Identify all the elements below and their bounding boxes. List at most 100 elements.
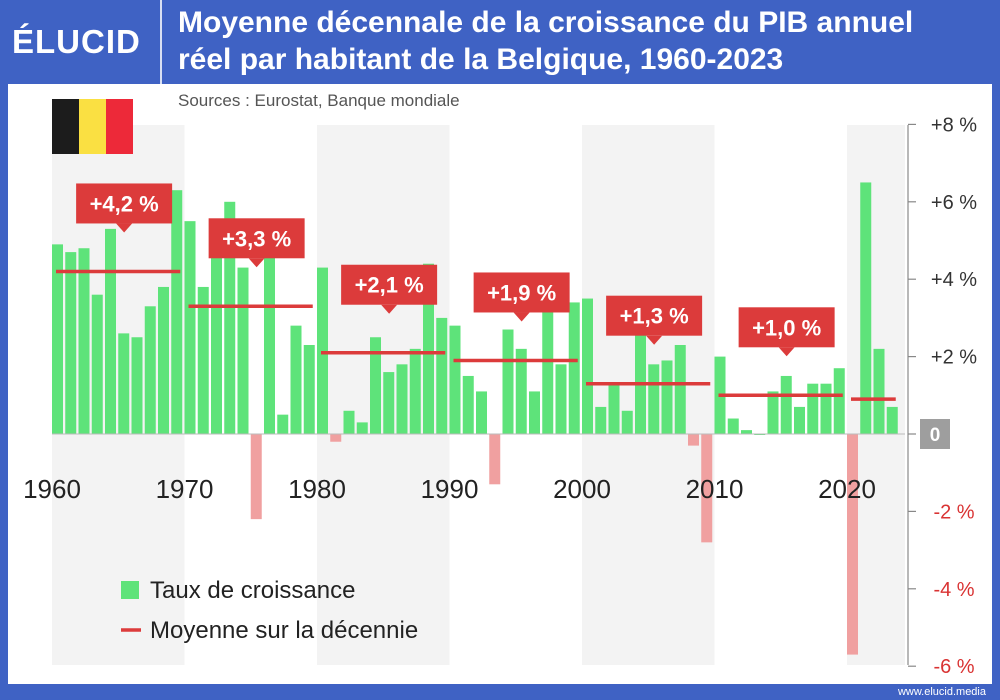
bar-1998 [555, 364, 567, 434]
header-divider [160, 0, 162, 84]
bar-1985 [383, 372, 395, 434]
bar-1968 [158, 286, 169, 434]
y-tick-label: +2 % [931, 347, 977, 369]
y-tick-label: +8 % [931, 114, 977, 136]
bar-1989 [436, 317, 448, 434]
bar-1999 [568, 302, 580, 434]
bar-1972 [211, 248, 222, 434]
decade-average-labels: +4,2 % +3,3 % +2,1 % +1,9 % +1,3 % +1,0 % [76, 183, 835, 357]
bar-1964 [105, 228, 116, 434]
y-tick-label: +6 % [931, 192, 977, 214]
bar-1980 [317, 267, 328, 434]
avg-label-1960: +4,2 % [90, 191, 159, 216]
bar-1995 [515, 348, 527, 434]
bar-1994 [502, 329, 514, 434]
avg-label-1990: +1,9 % [487, 280, 556, 305]
bar-1969 [171, 190, 183, 434]
bar-2016 [794, 406, 805, 434]
belgium-flag-icon [52, 99, 133, 154]
bar-2022 [873, 348, 885, 434]
avg-label-box-1960 [76, 183, 173, 224]
bar-1965 [118, 333, 130, 434]
legend-swatch-bar [121, 581, 139, 599]
x-tick-label: 1970 [156, 474, 214, 504]
bar-1971 [197, 286, 209, 434]
bar-1987 [409, 348, 421, 434]
avg-label-2000: +1,3 % [620, 304, 689, 329]
x-tick-label: 1990 [421, 474, 479, 504]
bar-2006 [661, 360, 673, 434]
bar-1986 [396, 364, 408, 434]
bar-2014 [767, 391, 779, 434]
bar-1993 [489, 434, 501, 485]
bar-2015 [780, 375, 792, 434]
bar-1984 [370, 337, 381, 434]
bar-2019 [833, 368, 845, 434]
avg-label-box-1980 [341, 264, 438, 305]
legend-item-label: Moyenne sur la décennie [150, 617, 418, 644]
y-tick-label: +4 % [931, 269, 977, 291]
bar-series [52, 182, 898, 655]
source-note: Sources : Eurostat, Banque mondiale [178, 91, 460, 110]
decade-average-lines [56, 269, 896, 401]
bar-2017 [807, 383, 819, 434]
bar-1975 [250, 434, 262, 520]
title-line-1: Moyenne décennale de la croissance du PI… [178, 6, 914, 39]
bar-2011 [727, 418, 739, 434]
bar-1976 [264, 225, 275, 434]
y-axis-ticks: +8 % +6 % +4 % +2 % 0 -2 % -4 % -6 % [908, 114, 977, 678]
avg-label-box-2000 [606, 295, 703, 336]
avg-label-pointer [116, 223, 133, 233]
bar-1977 [277, 414, 289, 434]
bar-2009 [701, 434, 713, 543]
header: ÉLUCID Moyenne décennale de la croissanc… [0, 0, 1000, 84]
bar-1967 [144, 306, 156, 434]
elucid-logo: ÉLUCID [12, 23, 141, 60]
x-tick-label: 1960 [23, 474, 81, 504]
avg-label-pointer [646, 335, 663, 345]
bar-2012 [741, 430, 752, 434]
y-tick-label: 0 [930, 425, 941, 446]
avg-label-2010: +1,0 % [752, 315, 821, 340]
bar-1981 [330, 434, 342, 442]
avg-label-box-1970 [208, 218, 305, 259]
bar-2023 [886, 406, 898, 434]
x-axis-ticks: 1960 1970 1980 1990 2000 2010 2020 [23, 474, 876, 504]
y-tick-label: -6 % [933, 656, 974, 678]
bar-1978 [290, 325, 302, 434]
bar-2021 [860, 182, 872, 434]
footer-url[interactable]: www.elucid.media [897, 686, 986, 698]
x-tick-label: 2010 [686, 474, 744, 504]
bar-1996 [529, 391, 540, 434]
bar-2002 [608, 383, 620, 434]
x-tick-label: 2020 [818, 474, 876, 504]
bar-1982 [343, 410, 355, 434]
bar-2004 [635, 329, 646, 434]
bar-2000 [582, 298, 593, 434]
bar-1960 [52, 244, 63, 434]
x-tick-label: 2000 [553, 474, 611, 504]
bar-1970 [184, 221, 196, 434]
avg-label-1970: +3,3 % [222, 226, 291, 251]
avg-label-box-2010 [738, 307, 835, 348]
zero-label-box [920, 419, 950, 449]
bar-1990 [449, 325, 461, 434]
bar-2005 [648, 364, 660, 434]
bar-1961 [65, 252, 77, 434]
bar-2007 [674, 344, 686, 434]
bar-1966 [131, 337, 143, 434]
x-tick-label: 1980 [288, 474, 346, 504]
bar-2018 [820, 383, 832, 434]
avg-label-box-1990 [473, 272, 570, 313]
bar-1983 [356, 422, 368, 434]
title-line-2: réel par habitant de la Belgique, 1960-2… [178, 43, 784, 76]
avg-label-pointer [513, 312, 530, 322]
bar-2008 [688, 434, 699, 446]
bar-1963 [91, 294, 103, 434]
bar-1979 [303, 344, 315, 434]
y-tick-label: -2 % [933, 501, 974, 523]
avg-label-pointer [381, 304, 398, 314]
bar-1992 [476, 391, 487, 434]
